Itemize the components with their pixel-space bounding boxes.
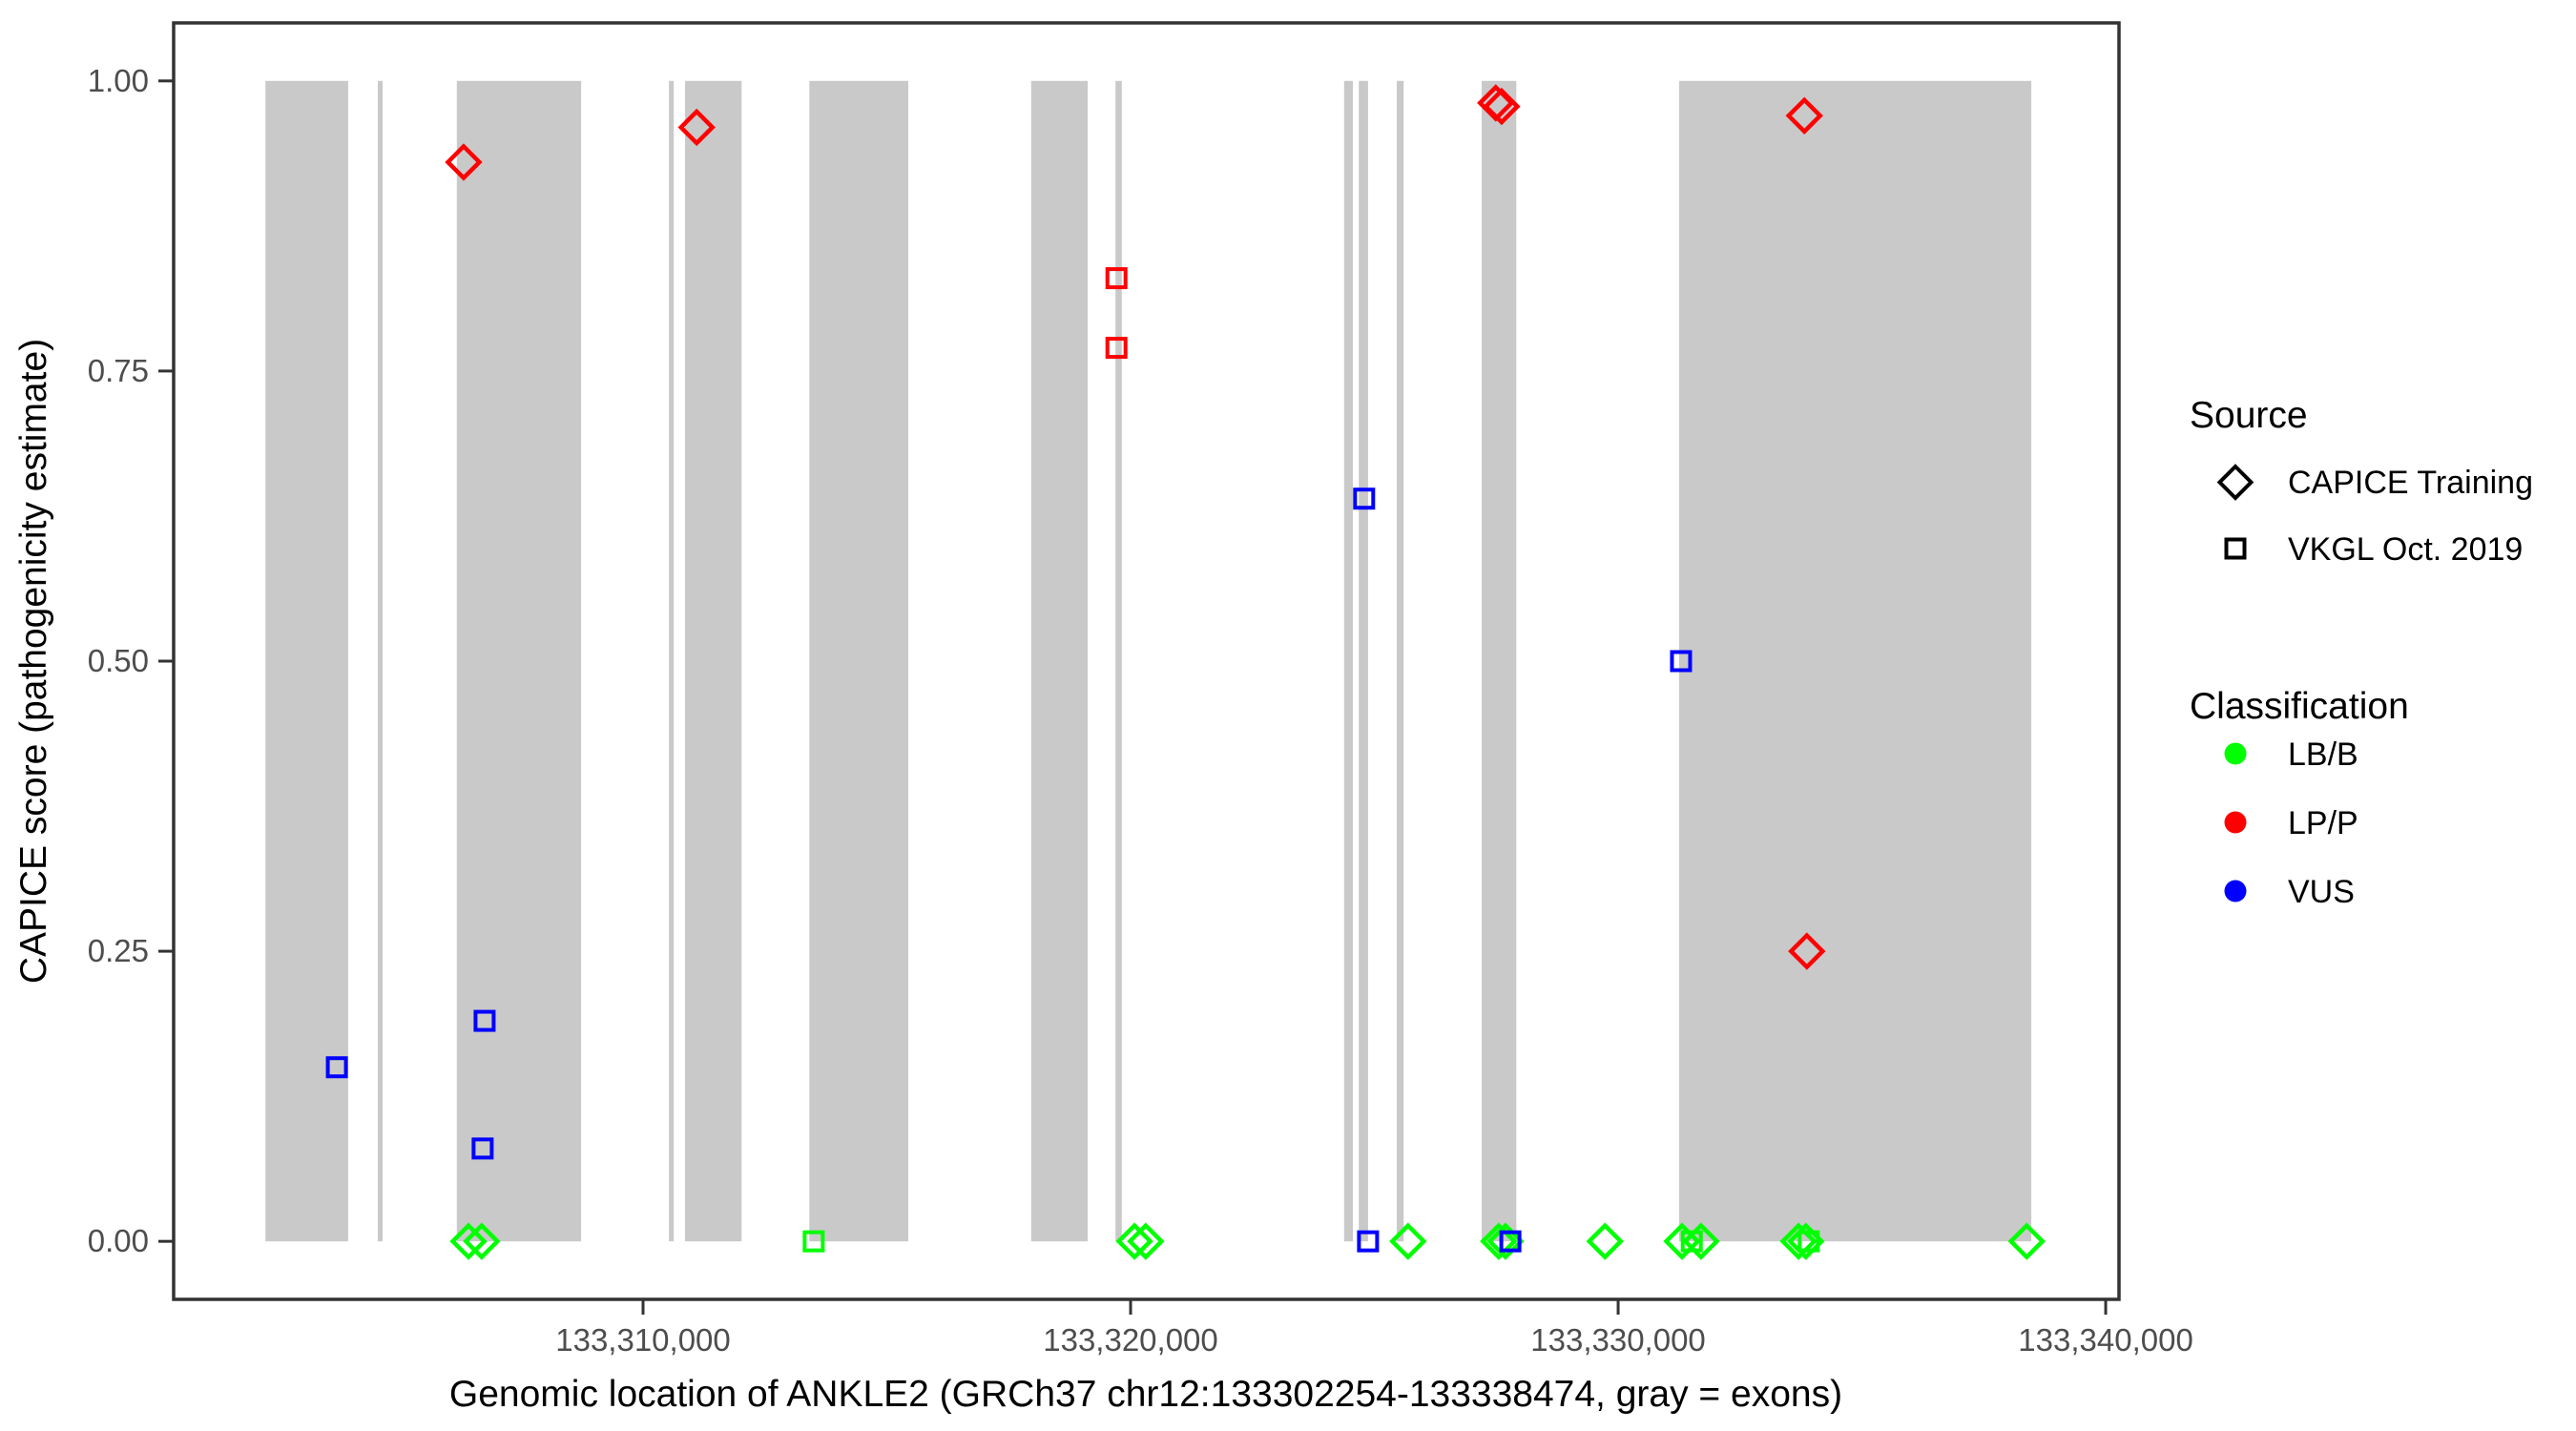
exon-band [1343,80,1353,1242]
exon-band [1030,80,1089,1242]
x-axis-title: Genomic location of ANKLE2 (GRCh37 chr12… [449,1374,1842,1415]
y-tick-label: 0.50 [88,643,149,678]
legend-item-vkgl: VKGL Oct. 2019 [2288,531,2523,568]
y-axis-title: CAPICE score (pathogenicity estimate) [13,339,54,984]
data-point-diamond [1480,1222,1518,1260]
data-point-square [1670,650,1693,673]
data-point-square [471,1137,494,1160]
data-point-diamond [1127,1222,1165,1260]
exon-band [1359,80,1368,1242]
data-point-diamond [1788,932,1826,970]
legend-item-lbb: LB/B [2288,736,2358,773]
data-point-square [1105,337,1128,360]
data-point-diamond [1779,1222,1818,1260]
data-point-diamond [445,143,483,181]
axis-ticks [158,79,2108,1315]
data-point-square [1797,1230,1820,1253]
x-tick-label: 133,340,000 [2018,1322,2193,1358]
x-tick-label: 133,320,000 [1043,1322,1218,1358]
legend-item-capice-training: CAPICE Training [2288,465,2533,501]
exon-band [1678,80,2032,1242]
exon-band [378,80,384,1242]
data-point-square [1105,267,1128,290]
data-point-diamond [463,1222,501,1260]
vus-legend-dot-icon [2224,880,2247,902]
legend-item-lpp: LP/P [2288,805,2358,841]
exon-band [265,80,348,1242]
y-tick-label: 0.25 [88,933,149,968]
data-point-square [1680,1230,1703,1253]
data-point-square [802,1230,825,1253]
data-point-diamond [1389,1222,1427,1260]
data-point-square [473,1009,496,1032]
data-point-square [325,1056,348,1079]
exon-band [1115,80,1122,1242]
exon-band [456,80,582,1242]
data-point-diamond [1682,1222,1720,1260]
data-point-diamond [677,108,716,147]
lbb-legend-dot-icon [2224,742,2247,765]
exon-band [1482,80,1517,1242]
lpp-legend-dot-icon [2224,811,2247,834]
data-point-square [1499,1230,1522,1253]
data-point-diamond [1785,96,1823,135]
y-tick-label: 0.00 [88,1223,149,1258]
data-point-diamond [1586,1222,1624,1260]
square-legend-key-icon [2224,537,2247,560]
diamond-legend-key-icon [2216,464,2254,501]
legend-source-title: Source [2190,395,2308,436]
exon-band [809,80,908,1242]
data-point-diamond [1483,87,1521,126]
exon-bands [265,80,2032,1242]
exon-band [685,80,742,1242]
x-tick-label: 133,310,000 [555,1322,731,1358]
data-point-diamond [1486,1222,1525,1260]
data-point-diamond [449,1222,488,1260]
data-point-square [1357,1230,1380,1253]
legend-item-vus: VUS [2288,874,2355,910]
data-points [325,84,2046,1260]
y-tick-label: 0.75 [88,353,149,388]
data-point-square [1353,487,1376,510]
axis-tick-labels: 133,310,000 133,320,000 133,330,000 133,340… [88,63,2193,1358]
x-tick-label: 133,330,000 [1530,1322,1706,1358]
y-tick-label: 1.00 [88,63,149,98]
data-point-diamond [2007,1222,2046,1260]
exon-band [669,80,675,1242]
exon-band [1397,80,1404,1242]
data-point-diamond [1115,1222,1153,1260]
legend: Source CAPICE Training VKGL Oct. 2019 Cl… [2190,395,2533,910]
legend-classification-title: Classification [2190,686,2409,727]
